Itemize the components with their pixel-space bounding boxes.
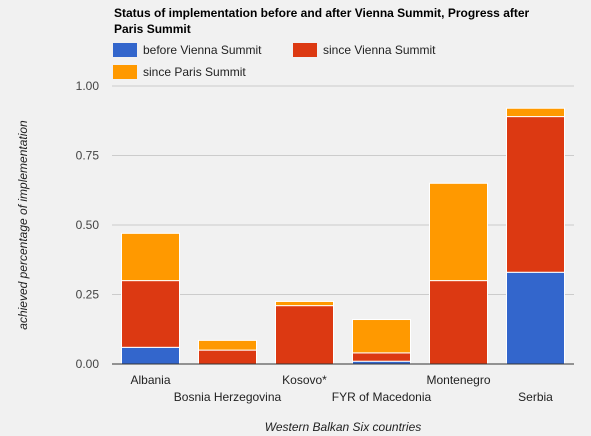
legend: before Vienna Summit since Vienna Summit… bbox=[113, 43, 436, 79]
bars bbox=[121, 107, 565, 365]
x-category-label: Albania bbox=[130, 373, 170, 387]
bar-segment-kosovo-series-1 bbox=[275, 305, 334, 365]
bar-segment-fyr-of-macedonia-series-1 bbox=[352, 352, 411, 362]
bar-segment-serbia-series-2 bbox=[506, 107, 565, 118]
legend-label-before-vienna: before Vienna Summit bbox=[143, 43, 262, 57]
x-category-label: Kosovo* bbox=[282, 373, 327, 387]
x-category-label: Serbia bbox=[518, 390, 553, 404]
chart-title-line-2: Paris Summit bbox=[114, 22, 191, 36]
y-tick-label: 1.00 bbox=[76, 79, 100, 93]
y-tick-label: 0.00 bbox=[76, 357, 100, 371]
y-tick-label: 0.25 bbox=[76, 288, 100, 302]
y-tick-label: 0.50 bbox=[76, 218, 100, 232]
y-axis-title: achieved percentage of implementation bbox=[16, 120, 30, 330]
legend-swatch-since-vienna bbox=[293, 43, 317, 57]
bar-segment-albania-series-1 bbox=[121, 280, 180, 348]
x-axis-title: Western Balkan Six countries bbox=[265, 420, 422, 434]
gridlines bbox=[112, 85, 574, 365]
bar-segment-bosnia-herzegovina-series-1 bbox=[198, 349, 257, 365]
bar-segment-serbia-series-1 bbox=[506, 116, 565, 273]
bar-segment-albania-series-2 bbox=[121, 232, 180, 282]
bar-segment-kosovo-series-2 bbox=[275, 300, 334, 307]
y-tick-label: 0.75 bbox=[76, 149, 100, 163]
chart-title-line-1: Status of implementation before and afte… bbox=[114, 6, 530, 20]
bar-segment-montenegro-series-2 bbox=[429, 182, 488, 282]
legend-label-since-paris: since Paris Summit bbox=[143, 65, 246, 79]
legend-swatch-before-vienna bbox=[113, 43, 137, 57]
x-category-label: Montenegro bbox=[426, 373, 490, 387]
bar-segment-fyr-of-macedonia-series-2 bbox=[352, 319, 411, 354]
x-category-label: Bosnia Herzegovina bbox=[174, 390, 282, 404]
bar-segment-albania-series-0 bbox=[121, 346, 180, 365]
bar-segment-bosnia-herzegovina-series-2 bbox=[198, 339, 257, 351]
legend-swatch-since-paris bbox=[113, 65, 137, 79]
x-category-label: FYR of Macedonia bbox=[332, 390, 432, 404]
y-axis-ticks: 0.00 0.25 0.50 0.75 1.00 bbox=[76, 79, 100, 371]
bar-segment-montenegro-series-1 bbox=[429, 280, 488, 365]
legend-label-since-vienna: since Vienna Summit bbox=[323, 43, 436, 57]
bar-segment-serbia-series-0 bbox=[506, 271, 565, 365]
